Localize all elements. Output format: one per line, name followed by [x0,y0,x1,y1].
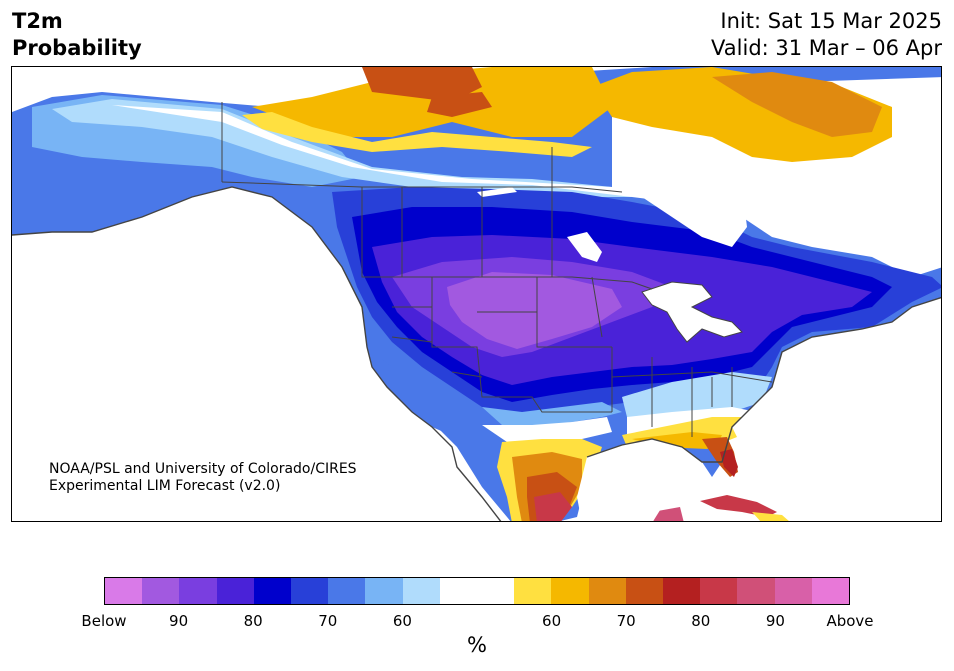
coastline [12,186,941,521]
colorbar-segment [477,578,515,604]
lake-slave [477,187,517,197]
hudson-bay [612,157,747,247]
colorbar-segment [142,578,180,604]
pacific-ocean [12,187,501,521]
colorbar-segment [625,578,664,604]
lake-winnipeg [567,232,602,262]
colorbar-segment [253,578,292,604]
date-info: Init: Sat 15 Mar 2025 Valid: 31 Mar – 06… [711,8,942,62]
map-title: T2m Probability [12,8,142,62]
gulf-of-mexico [577,439,717,521]
region-purple-core [447,272,622,349]
colorbar-segment [514,578,552,604]
colorbar-tick-label: Above [826,612,874,630]
region-mexico-neutral [482,417,612,442]
colorbar-tick-label: 60 [392,612,412,630]
region-greenland-orange [712,72,882,137]
colorbar-segment [551,578,589,604]
region-sw-blue [367,347,512,447]
region-cuba [700,495,777,517]
colorbar-tick-label: 90 [765,612,785,630]
colorbar-tick-label: 80 [243,612,263,630]
colorbar-segment [663,578,701,604]
region-southeast-paleblue [622,372,772,419]
colorbar-segment [737,578,775,604]
colorbar-unit: % [467,633,487,657]
atlantic-ocean [732,297,941,521]
colorbar [104,577,850,605]
region-pale-blue [52,99,632,197]
region-warm-arctic-orange [362,67,482,102]
colorbar-segment [588,578,626,604]
region-yucatan [652,507,684,521]
region-hispaniola [752,512,789,521]
valid-date: Valid: 31 Mar – 06 Apr [711,36,942,60]
colorbar-tick-label: 80 [691,612,711,630]
political-borders [221,102,773,437]
colorbar-segment [105,578,143,604]
credit-line-2: Experimental LIM Forecast (v2.0) [49,478,281,494]
colorbar-segment [439,578,478,604]
variable-label: T2m [12,9,63,33]
colorbar-tick-label: 90 [169,612,189,630]
colorbar-segment [216,578,254,604]
region-mexico-paleblue [482,402,622,427]
init-date: Init: Sat 15 Mar 2025 [720,9,942,33]
colorbar-segment [328,578,366,604]
great-lakes [641,281,743,343]
colorbar-tick-label: 70 [616,612,636,630]
subtitle-label: Probability [12,36,142,60]
region-warm-arctic-yellow2 [242,112,592,157]
colorbar-segment [811,578,850,604]
colorbar-segment [179,578,217,604]
forecast-map: NOAA/PSL and University of Colorado/CIRE… [11,66,942,522]
colorbar-tick-label: 70 [318,612,338,630]
map-canvas [12,67,941,521]
region-mexico-red [534,492,572,521]
credit-text: NOAA/PSL and University of Colorado/CIRE… [49,461,357,495]
colorbar-segment [402,578,440,604]
colorbar-segment [774,578,812,604]
region-warm-arctic-orange2 [427,92,492,117]
region-florida-red [720,449,738,477]
colorbar-segment [365,578,403,604]
colorbar-segment [700,578,738,604]
colorbar-tick-label: Below [81,612,127,630]
colorbar-segment [291,578,329,604]
credit-line-1: NOAA/PSL and University of Colorado/CIRE… [49,461,357,477]
colorbar-tick-label: 60 [542,612,562,630]
